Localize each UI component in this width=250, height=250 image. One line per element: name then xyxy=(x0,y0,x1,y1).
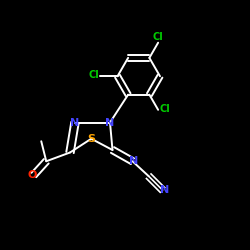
Text: N: N xyxy=(129,156,138,166)
Text: O: O xyxy=(27,170,36,180)
Text: N: N xyxy=(106,118,114,128)
Text: Cl: Cl xyxy=(159,104,170,114)
Text: Cl: Cl xyxy=(88,70,99,80)
Text: N: N xyxy=(160,185,169,195)
Text: N: N xyxy=(70,118,80,128)
Text: S: S xyxy=(87,134,95,144)
Text: Cl: Cl xyxy=(152,32,163,42)
